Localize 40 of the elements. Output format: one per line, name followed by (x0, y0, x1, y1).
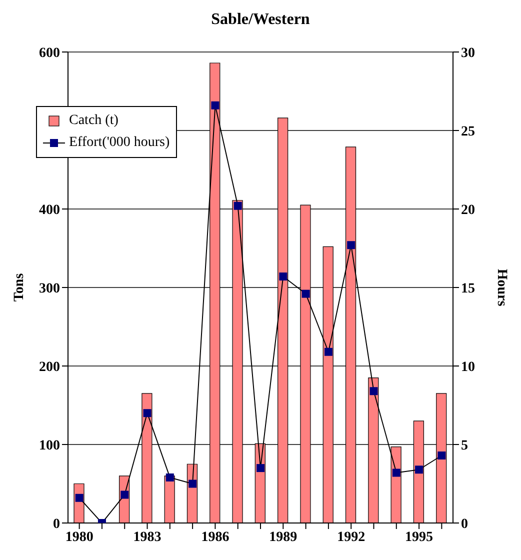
point (166, 473, 174, 482)
point (256, 464, 264, 472)
point (120, 490, 129, 499)
y-tick-label: 100 (39, 438, 60, 454)
y-tick-label: 200 (39, 360, 60, 375)
y2-tick-label: 0 (461, 516, 468, 532)
chart-title: Sable/Western (210, 10, 311, 30)
y-tick-label: 600 (39, 46, 60, 61)
point (188, 480, 197, 488)
point (370, 387, 378, 396)
point (415, 466, 424, 474)
point (234, 202, 242, 210)
y2-axis-title: Hours (494, 268, 510, 307)
x-tick-label: 1989 (269, 530, 298, 545)
point (347, 241, 356, 250)
y-tick-label: 300 (39, 281, 60, 296)
y2-tick-label: 5 (461, 438, 468, 454)
legend-label: Catch (t) (69, 112, 118, 130)
point (392, 468, 400, 477)
y2-tick-label: 10 (461, 360, 475, 375)
point (302, 290, 310, 298)
point (75, 494, 84, 502)
point (143, 409, 152, 418)
point (211, 101, 220, 110)
x-tick-label: 1992 (337, 530, 366, 545)
y-tick-label: 0 (53, 516, 60, 532)
y2-tick-label: 20 (461, 202, 475, 218)
y2-tick-label: 25 (461, 124, 475, 140)
x-tick-label: 1995 (405, 530, 434, 545)
point (279, 272, 288, 281)
x-tick-label: 1980 (65, 530, 94, 545)
x-tick-label: 1983 (133, 530, 162, 545)
y2-tick-label: 15 (461, 281, 475, 296)
y2-tick-label: 30 (461, 46, 475, 61)
y-axis-title: Tons (12, 272, 27, 302)
x-tick-label: 1986 (201, 530, 230, 545)
legend-label: Effort('000 hours) (69, 134, 170, 152)
y-tick-label: 400 (39, 202, 60, 218)
point (438, 451, 446, 460)
point (324, 348, 332, 356)
